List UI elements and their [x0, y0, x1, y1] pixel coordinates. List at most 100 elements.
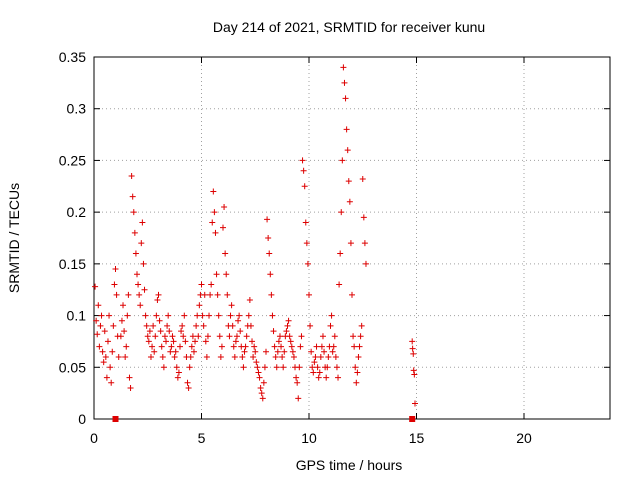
x-tick-label: 5 — [198, 430, 206, 446]
data-point — [104, 338, 111, 345]
data-point — [95, 302, 102, 309]
data-point — [103, 374, 110, 381]
data-point — [284, 322, 291, 329]
data-point — [321, 348, 328, 355]
data-point — [253, 359, 260, 366]
data-point — [229, 322, 236, 329]
data-point — [226, 333, 233, 340]
data-point — [296, 364, 303, 371]
data-point — [235, 317, 242, 324]
data-point — [160, 364, 167, 371]
data-point — [301, 183, 308, 190]
data-point — [247, 322, 254, 329]
series-srmtid — [92, 64, 418, 407]
data-point — [313, 343, 320, 350]
data-point — [96, 343, 103, 350]
data-gap-markers — [112, 416, 416, 422]
data-point — [236, 312, 243, 319]
data-point — [409, 345, 416, 352]
data-point — [193, 322, 200, 329]
data-point — [359, 176, 366, 183]
data-point — [222, 250, 229, 257]
data-point — [306, 291, 312, 298]
data-point — [280, 364, 287, 371]
data-point — [149, 343, 156, 350]
y-axis: 0 0.05 0.1 0.15 0.2 0.25 0.3 0.35 — [59, 49, 610, 427]
data-point — [255, 369, 262, 376]
data-point — [265, 235, 272, 241]
data-point — [329, 348, 336, 355]
data-point — [147, 353, 154, 360]
data-point — [257, 384, 264, 391]
data-point — [411, 400, 418, 407]
data-point — [115, 353, 122, 360]
data-point — [221, 203, 228, 210]
data-point — [232, 338, 239, 345]
data-point — [261, 364, 268, 371]
data-point — [180, 333, 187, 340]
data-point — [331, 333, 338, 340]
data-point — [324, 364, 331, 371]
data-point — [355, 353, 362, 360]
data-point — [338, 209, 345, 216]
data-point — [223, 271, 230, 278]
data-point — [269, 312, 276, 319]
data-point — [177, 343, 183, 350]
data-point — [109, 348, 116, 355]
y-tick-label: 0.3 — [67, 101, 87, 117]
data-point — [146, 328, 153, 335]
data-point — [161, 333, 168, 340]
data-point — [141, 286, 148, 293]
data-point — [285, 317, 292, 324]
data-point — [126, 374, 133, 381]
data-point — [249, 338, 256, 345]
data-point — [250, 353, 257, 360]
data-point — [411, 371, 418, 378]
data-point — [336, 281, 343, 288]
data-point — [354, 369, 361, 376]
data-point — [357, 333, 364, 340]
data-point — [278, 343, 285, 350]
data-point — [203, 353, 210, 360]
data-point — [144, 333, 151, 340]
data-point — [258, 390, 265, 397]
x-tick-label: 10 — [301, 430, 317, 446]
data-point — [339, 157, 346, 164]
data-point — [317, 353, 324, 360]
data-point — [173, 364, 180, 371]
data-point — [264, 216, 271, 223]
data-point — [121, 328, 128, 335]
data-point — [157, 328, 164, 335]
data-point — [202, 338, 209, 345]
data-point — [145, 338, 152, 345]
data-point — [270, 328, 277, 335]
data-point — [195, 333, 202, 340]
data-point — [196, 302, 203, 309]
data-point — [350, 333, 357, 340]
data-point — [297, 343, 304, 350]
data-point — [198, 281, 205, 288]
x-axis: 0 5 10 15 20 — [90, 57, 532, 446]
data-point — [165, 312, 172, 319]
data-point — [106, 312, 113, 319]
data-point — [113, 291, 120, 298]
data-point — [187, 353, 194, 360]
data-point — [360, 214, 367, 221]
data-point — [204, 333, 211, 340]
data-point — [156, 317, 163, 324]
data-point — [93, 317, 100, 324]
y-tick-label: 0.2 — [67, 204, 87, 220]
data-point — [300, 167, 307, 174]
data-point — [356, 343, 363, 350]
data-point — [152, 333, 159, 340]
data-point — [237, 328, 244, 335]
data-point — [140, 260, 147, 267]
data-point — [268, 291, 275, 298]
chart-title: Day 214 of 2021, SRMTID for receiver kun… — [213, 19, 485, 35]
plot-frame — [93, 56, 611, 420]
data-point — [158, 343, 165, 350]
data-point — [341, 79, 348, 86]
data-point — [208, 281, 215, 288]
data-point — [353, 379, 360, 386]
